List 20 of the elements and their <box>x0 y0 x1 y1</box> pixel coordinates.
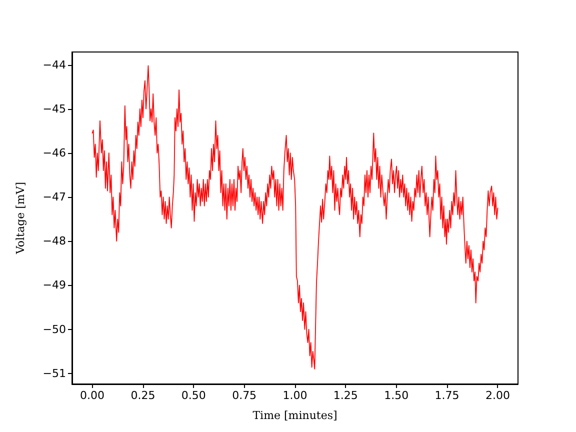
y-tick-label: −46 <box>42 146 66 160</box>
line-series <box>92 65 498 370</box>
x-tick-label: 0.25 <box>130 389 156 402</box>
x-axis-title: Time [minutes] <box>252 409 338 422</box>
x-tick-label: 0.75 <box>232 389 257 402</box>
x-tick-label: 1.00 <box>282 389 308 402</box>
y-tick-label: −50 <box>42 322 66 336</box>
y-tick-label: −47 <box>42 190 66 204</box>
y-tick-label: −45 <box>42 102 66 116</box>
x-tick-label: 1.50 <box>384 389 409 402</box>
x-tick-label: 1.25 <box>333 389 358 402</box>
y-tick-label: −49 <box>42 278 66 292</box>
x-tick-label: 0.00 <box>80 389 105 402</box>
y-axis-title: Voltage [mV] <box>14 182 27 256</box>
y-tick-label: −48 <box>42 234 66 248</box>
x-tick-label: 1.75 <box>434 389 460 402</box>
y-tick-label: −51 <box>42 366 66 380</box>
x-tick-label: 0.50 <box>181 389 206 402</box>
x-tick-label: 2.00 <box>485 389 510 402</box>
y-tick-label: −44 <box>42 58 66 72</box>
